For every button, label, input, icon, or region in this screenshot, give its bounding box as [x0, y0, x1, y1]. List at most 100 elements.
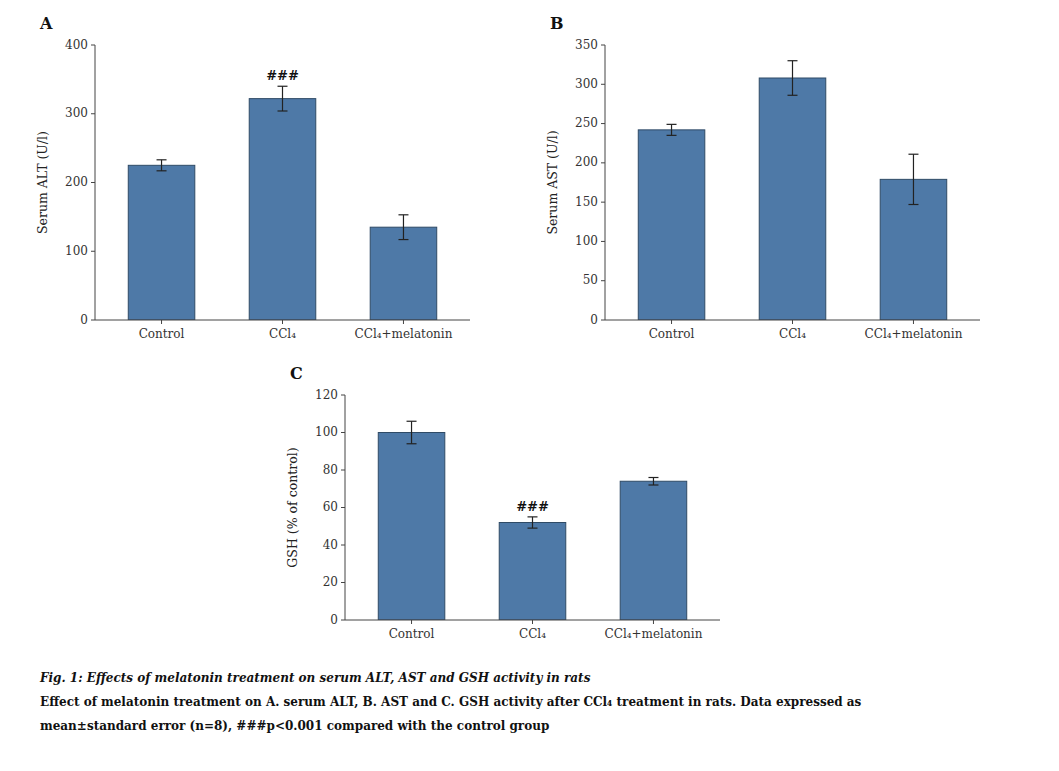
y-tick-label: 20: [323, 575, 338, 589]
x-tick-label: CCl₄: [269, 327, 296, 341]
bar: [499, 523, 566, 621]
x-tick: [792, 320, 793, 324]
error-bar: [278, 86, 288, 111]
y-tick-label: 200: [575, 155, 598, 169]
y-axis-label: GSH (% of control): [285, 447, 300, 567]
figure: 0100200300400ControlCCl₄CCl₄+melatoninSe…: [0, 0, 1059, 771]
y-tick: [341, 582, 345, 583]
x-tick-label: CCl₄: [519, 627, 546, 641]
y-tick-label: 120: [315, 388, 338, 402]
error-cap: [278, 86, 288, 87]
error-stem: [532, 517, 533, 528]
x-tick-label: Control: [389, 627, 435, 641]
y-tick-label: 300: [65, 106, 88, 120]
y-tick: [341, 432, 345, 433]
error-cap: [398, 239, 408, 240]
caption-line: mean±standard error (n=8), ###p<0.001 co…: [40, 719, 549, 733]
error-cap: [157, 159, 167, 160]
x-tick: [653, 620, 654, 624]
error-cap: [788, 60, 798, 61]
error-cap: [407, 443, 417, 444]
y-axis-label: Serum AST (U/l): [545, 130, 560, 234]
y-tick-label: 400: [65, 38, 88, 52]
y-tick-label: 80: [323, 463, 338, 477]
error-stem: [913, 154, 914, 204]
error-cap: [788, 95, 798, 96]
y-axis-label: Serum ALT (U/l): [35, 131, 50, 234]
error-bar: [528, 517, 538, 528]
y-tick-label: 100: [575, 234, 598, 248]
panel-title: A: [39, 14, 53, 33]
error-stem: [161, 160, 162, 171]
error-stem: [403, 215, 404, 240]
error-cap: [528, 528, 538, 529]
y-tick: [601, 202, 605, 203]
marks: [638, 61, 946, 320]
caption-line: Fig. 1: Effects of melatonin treatment o…: [39, 671, 591, 685]
significance-label: ###: [266, 68, 299, 83]
bar: [378, 433, 445, 621]
error-cap: [648, 484, 658, 485]
y-tick-label: 150: [575, 195, 598, 209]
marks: [128, 86, 436, 320]
y-tick: [601, 320, 605, 321]
bar: [370, 227, 437, 320]
background: [0, 0, 1059, 771]
y-tick: [341, 470, 345, 471]
bar: [638, 130, 705, 320]
x-tick: [403, 320, 404, 324]
error-cap: [908, 204, 918, 205]
y-tick: [601, 280, 605, 281]
y-tick-label: 100: [315, 425, 338, 439]
y-tick: [91, 45, 95, 46]
error-bar: [407, 421, 417, 444]
y-tick: [91, 251, 95, 252]
y-tick-label: 40: [323, 538, 338, 552]
caption-line: Effect of melatonin treatment on A. seru…: [40, 695, 862, 709]
marks: [378, 421, 686, 620]
error-bar: [788, 61, 798, 96]
y-tick-label: 0: [80, 313, 88, 327]
bar: [128, 165, 195, 320]
x-tick: [411, 620, 412, 624]
error-stem: [282, 86, 283, 111]
x-tick-label: CCl₄: [779, 327, 806, 341]
error-cap: [278, 110, 288, 111]
y-tick: [341, 507, 345, 508]
error-bar: [667, 124, 677, 135]
y-tick-label: 300: [575, 77, 598, 91]
bar: [249, 99, 316, 320]
x-tick-label: CCl₄+melatonin: [865, 327, 963, 341]
error-bar: [157, 160, 167, 171]
y-tick: [341, 545, 345, 546]
y-tick: [601, 241, 605, 242]
x-tick: [913, 320, 914, 324]
y-tick: [601, 123, 605, 124]
error-stem: [653, 478, 654, 486]
y-tick: [91, 320, 95, 321]
error-stem: [411, 421, 412, 444]
bar: [620, 481, 687, 620]
y-tick-label: 60: [323, 500, 338, 514]
panel-title: B: [550, 14, 564, 33]
panel: 0100200300400ControlCCl₄CCl₄+melatoninSe…: [35, 14, 470, 341]
y-tick-label: 250: [575, 116, 598, 130]
panel: 020406080100120ControlCCl₄CCl₄+melatonin…: [285, 364, 720, 641]
y-tick: [601, 45, 605, 46]
bar: [759, 78, 826, 320]
error-cap: [667, 124, 677, 125]
error-cap: [407, 421, 417, 422]
y-tick-label: 200: [65, 175, 88, 189]
caption: Fig. 1: Effects of melatonin treatment o…: [39, 671, 862, 733]
y-tick: [341, 620, 345, 621]
error-cap: [667, 135, 677, 136]
x-tick: [532, 620, 533, 624]
y-axis-line: [605, 45, 606, 320]
x-tick: [161, 320, 162, 324]
y-tick: [341, 395, 345, 396]
x-tick-label: Control: [139, 327, 185, 341]
y-tick: [601, 84, 605, 85]
error-stem: [792, 61, 793, 96]
y-tick-label: 350: [575, 38, 598, 52]
y-tick-label: 0: [330, 613, 338, 627]
